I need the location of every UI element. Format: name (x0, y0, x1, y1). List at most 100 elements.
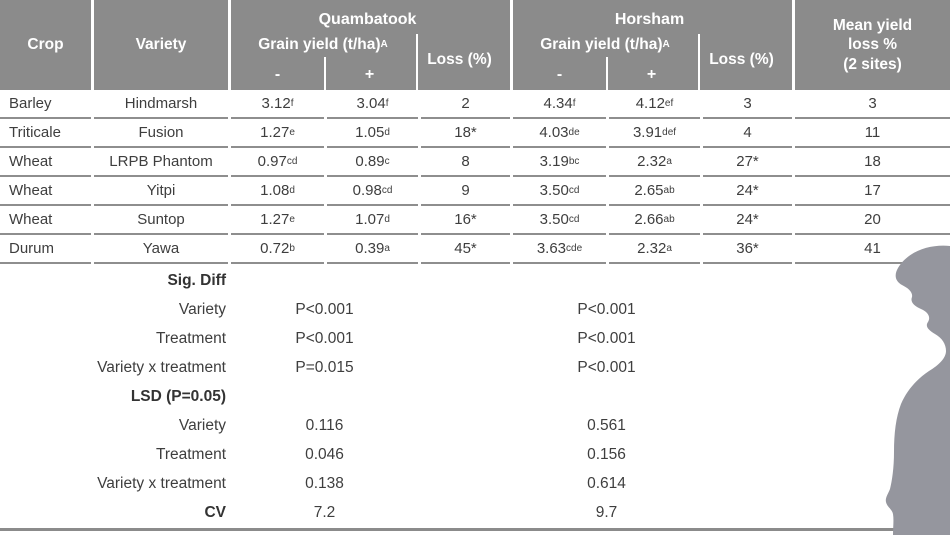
crop-value: Wheat (9, 211, 53, 228)
header-crop: Crop (0, 0, 91, 90)
variety-cell: Yitpi (94, 177, 228, 206)
crop-value: Barley (9, 95, 52, 112)
stat-value-quambatook: P=0.015 (231, 353, 418, 382)
loss-value: 4 (743, 124, 752, 141)
crop-value: Wheat (9, 153, 53, 170)
stat-value-horsham: 0.561 (513, 411, 700, 440)
yield-value: 3.50 (539, 182, 569, 199)
stat-label-text: Variety (178, 300, 226, 318)
horsham-loss-cell: 4 (703, 119, 792, 148)
yield-value: 4.34 (543, 95, 573, 112)
horsham-plus-cell: 2.65 ab (609, 177, 700, 206)
loss-value: 24* (736, 211, 759, 228)
loss-value: 27* (736, 153, 759, 170)
quambatook-plus-cell: 3.04 f (327, 90, 418, 119)
yield-value: 2.66 (634, 211, 664, 228)
stat-h-text: 0.614 (587, 474, 626, 492)
quambatook-plus-cell: 0.39 a (327, 235, 418, 264)
stat-label-text: Variety x treatment (97, 358, 226, 376)
header-minus-h: - (556, 65, 563, 83)
stat-label-text: Variety x treatment (97, 474, 226, 492)
stat-value-horsham: P<0.001 (513, 295, 700, 324)
stat-label-text: CV (204, 503, 226, 521)
crop-cell: Triticale (0, 119, 91, 148)
mean-loss-line: Mean yield (832, 16, 913, 34)
variety-value: LRPB Phantom (109, 153, 213, 170)
loss-value: 36* (736, 240, 759, 257)
stat-value-quambatook: 7.2 (231, 498, 418, 527)
stat-label-text: Treatment (155, 445, 226, 463)
stat-value-quambatook: P<0.001 (231, 295, 418, 324)
person-silhouette-image (885, 245, 950, 535)
stat-value-quambatook: 0.138 (231, 469, 418, 498)
header-plus-q: + (364, 65, 375, 83)
stat-label-text: LSD (P=0.05) (130, 387, 226, 405)
variety-cell: Hindmarsh (94, 90, 228, 119)
header-loss-h: Loss (%) (709, 51, 774, 68)
stats-section: Sig. Diff Variety P<0.001 P<0.001 Treatm… (0, 266, 950, 527)
quambatook-minus-cell: 1.08 d (231, 177, 324, 206)
crop-cell: Durum (0, 235, 91, 264)
quambatook-loss-cell: 16* (421, 206, 510, 235)
header-group-quambatook: Quambatook Grain yield (t/ha) A - + Loss … (231, 0, 510, 90)
stat-h-text: 9.7 (595, 503, 618, 521)
quambatook-plus-cell: 1.07 d (327, 206, 418, 235)
crop-cell: Barley (0, 90, 91, 119)
yield-value: 2.32 (637, 153, 667, 170)
stat-value-horsham (513, 382, 700, 411)
yield-value: 1.27 (260, 211, 290, 228)
variety-value: Yitpi (146, 182, 176, 199)
quambatook-plus-cell: 0.89 c (327, 148, 418, 177)
header-mean-yield-loss: Mean yield loss % (2 sites) (795, 0, 950, 90)
crop-cell: Wheat (0, 206, 91, 235)
grain-yield-label: Grain yield (t/ha) (258, 35, 381, 53)
stat-label-text: Variety (178, 416, 226, 434)
stat-h-text: P<0.001 (577, 358, 636, 376)
crop-value: Triticale (9, 124, 61, 141)
quambatook-plus-cell: 0.98 cd (327, 177, 418, 206)
yield-value: 0.39 (355, 240, 385, 257)
mean-loss-cell: 20 (795, 206, 950, 235)
stat-q-text: P<0.001 (295, 300, 354, 318)
mean-loss-value: 18 (864, 153, 881, 170)
mean-loss-value: 41 (864, 240, 881, 257)
table-body: Barley Hindmarsh 3.12 f 3.04 f 2 4.34 f 4.1… (0, 90, 950, 264)
header-group-horsham: Horsham Grain yield (t/ha) A - + Loss (%) (513, 0, 792, 90)
mean-loss-value: 11 (864, 124, 881, 141)
stat-label: Treatment (0, 440, 228, 469)
yield-value: 3.91 (632, 124, 663, 141)
mean-loss-cell: 41 (795, 235, 950, 264)
mean-loss-cell: 3 (795, 90, 950, 119)
horsham-loss-cell: 36* (703, 235, 792, 264)
horsham-minus-cell: 3.50 cd (513, 177, 606, 206)
yield-value: 1.08 (260, 182, 290, 199)
stat-value-horsham: 0.156 (513, 440, 700, 469)
stat-label: CV (0, 498, 228, 527)
loss-value: 8 (461, 153, 470, 170)
variety-value: Hindmarsh (124, 95, 198, 112)
horsham-plus-cell: 4.12 ef (609, 90, 700, 119)
stat-value-quambatook (231, 266, 418, 295)
yield-value: 3.50 (539, 211, 569, 228)
table-header: Crop Variety Quambatook Grain yield (t/h… (0, 0, 950, 90)
quambatook-minus-cell: 0.97 cd (231, 148, 324, 177)
grain-yield-footnote: A (662, 39, 670, 50)
horsham-minus-cell: 3.19 bc (513, 148, 606, 177)
header-plus-h: + (646, 65, 657, 83)
stat-label-text: Treatment (155, 329, 226, 347)
stat-label: Variety x treatment (0, 353, 228, 382)
stat-value-quambatook (231, 382, 418, 411)
bottom-rule (0, 528, 950, 531)
horsham-plus-cell: 2.32 a (609, 235, 700, 264)
stat-label: Variety (0, 411, 228, 440)
stat-h-text: 0.561 (587, 416, 626, 434)
yield-value: 4.12 (635, 95, 665, 112)
mean-loss-cell: 11 (795, 119, 950, 148)
loss-value: 24* (736, 182, 759, 199)
stat-value-horsham (513, 266, 700, 295)
header-variety: Variety (94, 0, 228, 90)
stat-h-text: P<0.001 (577, 300, 636, 318)
variety-cell: Yawa (94, 235, 228, 264)
yield-value: 2.65 (634, 182, 664, 199)
header-loss-q: Loss (%) (427, 51, 492, 68)
